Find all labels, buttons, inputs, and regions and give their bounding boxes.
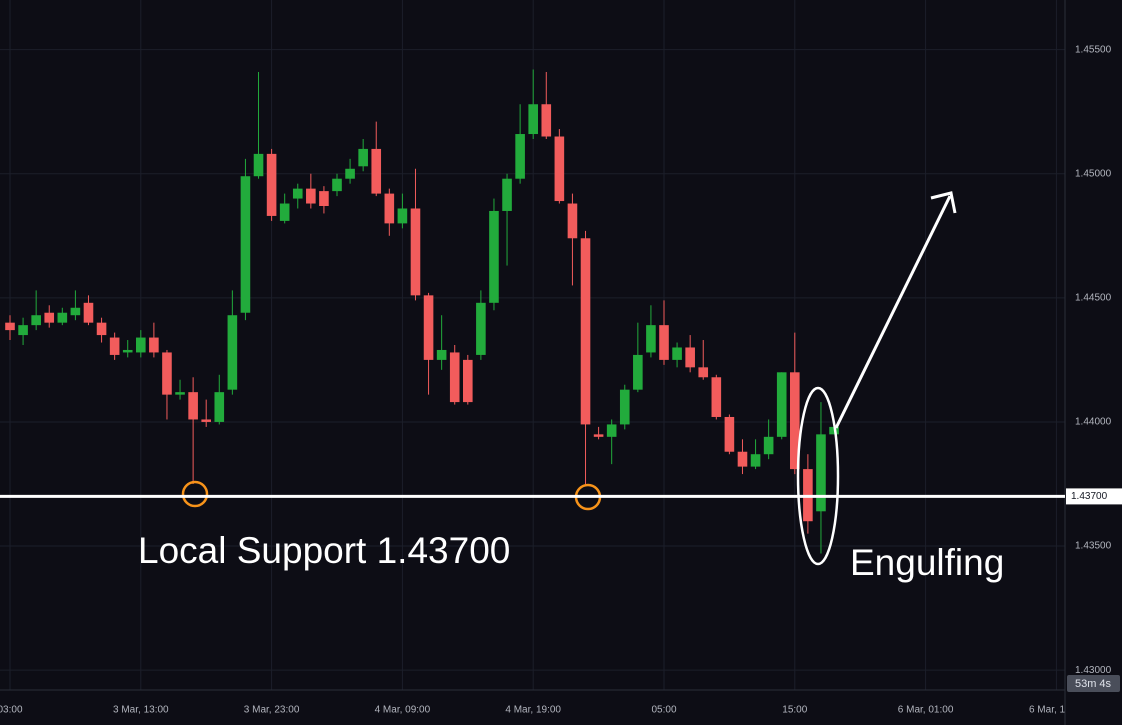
x-tick-label: 6 Mar, 01:00 <box>898 705 954 716</box>
candle-body <box>633 354 643 390</box>
candle-body <box>371 148 382 194</box>
candle-body <box>227 315 238 390</box>
candle-body <box>149 337 159 353</box>
candle-body <box>541 104 552 137</box>
candle-body <box>776 372 787 437</box>
candle-body <box>162 352 172 395</box>
candle-body <box>332 178 342 192</box>
support-marker <box>181 480 209 508</box>
candle-body <box>763 436 774 455</box>
candle-body <box>397 208 408 224</box>
y-tick-label: 1.43500 <box>1075 541 1112 552</box>
candle-body <box>240 176 251 313</box>
x-tick-label: 05:00 <box>651 705 676 716</box>
candle-body <box>5 322 15 331</box>
candle-body <box>423 295 434 360</box>
candle-body <box>358 148 368 167</box>
candle-body <box>711 377 722 417</box>
candle-body <box>567 203 578 239</box>
support-label-box <box>1066 488 1122 505</box>
candle-body <box>580 238 591 425</box>
candle-body <box>593 434 604 437</box>
candle-body <box>502 178 512 211</box>
y-tick-label: 1.45000 <box>1075 168 1112 179</box>
x-tick-label: 15:00 <box>782 705 807 716</box>
x-tick-label: 3 Mar, 13:00 <box>113 705 169 716</box>
candle-body <box>18 325 28 336</box>
candle-body <box>214 392 225 422</box>
candle-body <box>31 315 41 326</box>
price-axis: 1.43000 1.43500 1.44000 1.44500 1.45000 1.455… <box>1075 44 1112 676</box>
candle-body <box>175 392 185 395</box>
candle-body <box>266 153 277 216</box>
candle-body <box>737 451 748 467</box>
candle-body <box>528 104 538 135</box>
candle-body <box>136 337 146 353</box>
candle-body <box>619 389 630 425</box>
y-tick-label: 1.44500 <box>1075 292 1112 303</box>
candle-body <box>83 302 94 323</box>
engulfing-ellipse <box>796 386 840 566</box>
candle-body <box>96 322 107 336</box>
countdown-box <box>1067 675 1120 692</box>
candle-body <box>646 325 656 353</box>
y-tick-label: 1.43000 <box>1075 665 1112 676</box>
candle-body <box>685 347 695 368</box>
x-tick-label: 6 Mar, 11:00 <box>1029 705 1084 716</box>
grid <box>0 0 1065 690</box>
support-label: 1.43700 <box>1071 491 1108 502</box>
candle-body <box>606 424 617 437</box>
candle-body <box>319 191 329 207</box>
arrow-head <box>930 191 957 214</box>
candle-body <box>70 307 81 316</box>
candle-body <box>476 302 486 355</box>
candle-body <box>724 416 735 452</box>
overlay: Local Support 1.43700 Engulfing <box>138 191 1004 583</box>
candle-body <box>436 349 447 360</box>
candle-body <box>201 419 211 422</box>
candle-body <box>306 188 316 204</box>
y-tick-label: 1.44000 <box>1075 417 1112 428</box>
candle-body <box>279 203 290 221</box>
support-annotation: Local Support 1.43700 <box>138 530 510 571</box>
candle-body <box>790 372 800 470</box>
candle-body <box>253 153 264 177</box>
time-axis: 03:00 3 Mar, 13:00 3 Mar, 23:00 4 Mar, 09:0… <box>0 705 1084 716</box>
x-tick-label: 03:00 <box>0 705 23 716</box>
candle-body <box>449 352 460 403</box>
candle-body <box>122 349 133 353</box>
arrow-shaft <box>834 195 952 429</box>
candle-body <box>554 136 565 202</box>
candle-body <box>816 434 826 512</box>
y-tick-label: 1.45500 <box>1075 44 1112 55</box>
x-tick-label: 4 Mar, 09:00 <box>375 705 431 716</box>
candle-body <box>659 325 669 360</box>
candle-body <box>109 337 120 355</box>
candle-body <box>463 359 473 403</box>
x-tick-label: 4 Mar, 19:00 <box>505 705 561 716</box>
candle-body <box>750 454 761 467</box>
candle-body <box>188 392 198 420</box>
candle-body <box>698 367 709 378</box>
candle-body <box>384 193 395 224</box>
countdown: 53m 4s <box>1075 678 1112 690</box>
candle-body <box>292 188 303 199</box>
candle-body <box>489 210 499 303</box>
candle-body <box>410 208 421 296</box>
candle-body <box>57 312 68 323</box>
x-tick-label: 3 Mar, 23:00 <box>244 705 300 716</box>
candle-body <box>515 134 525 179</box>
candle-body <box>44 312 55 323</box>
engulfing-annotation: Engulfing <box>850 542 1004 583</box>
candle-body <box>345 168 355 179</box>
candle-body <box>672 347 682 360</box>
